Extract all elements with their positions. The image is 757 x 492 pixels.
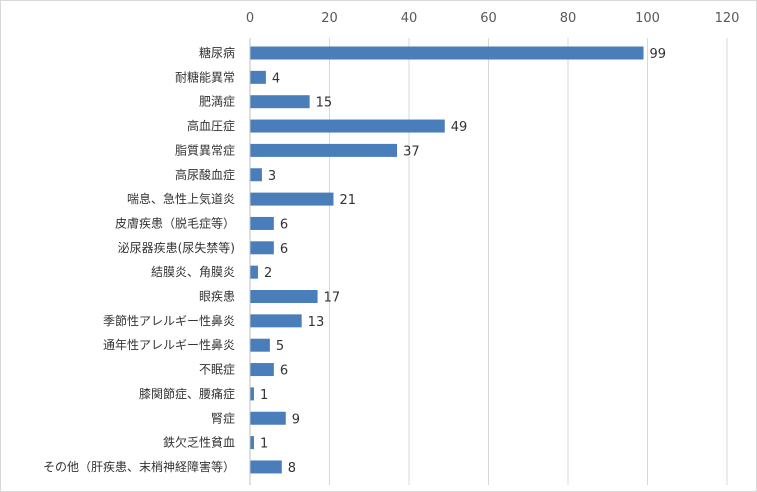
data-label: 49 — [451, 120, 468, 135]
bar — [250, 387, 254, 401]
data-label: 6 — [280, 364, 288, 379]
data-label: 2 — [264, 266, 272, 281]
data-label: 1 — [260, 437, 268, 452]
data-label: 99 — [650, 47, 667, 62]
data-label: 37 — [403, 144, 420, 159]
category-label: 高尿酸血症 — [175, 167, 235, 182]
bar — [250, 363, 274, 377]
data-label: 1 — [260, 388, 268, 403]
x-tick-label: 80 — [560, 11, 577, 26]
bar — [250, 436, 254, 450]
bar — [250, 95, 310, 109]
data-label: 5 — [276, 339, 284, 354]
category-label: 糖尿病 — [199, 45, 235, 60]
category-label: その他（肝疾患、末梢神経障害等） — [43, 459, 235, 474]
bar — [250, 46, 644, 60]
bar — [250, 70, 266, 84]
category-label: 脂質異常症 — [175, 142, 235, 157]
category-label: 眼疾患 — [199, 289, 235, 304]
data-label: 4 — [272, 71, 280, 86]
bar — [250, 216, 274, 230]
category-label: 膝関節症、腰痛症 — [139, 386, 235, 401]
category-label: 通年性アレルギー性鼻炎 — [103, 337, 235, 352]
x-tick-label: 0 — [246, 11, 254, 26]
category-label: 喘息、急性上気道炎 — [127, 191, 235, 206]
category-label: 不眠症 — [199, 362, 235, 377]
category-label: 結膜炎、角膜炎 — [151, 265, 235, 279]
x-tick-label: 40 — [401, 11, 418, 26]
bar — [250, 314, 302, 328]
category-label: 高血圧症 — [187, 118, 235, 133]
bar — [250, 290, 318, 303]
bar — [250, 411, 286, 425]
data-label: 6 — [280, 242, 288, 257]
data-label: 13 — [308, 315, 325, 330]
category-label: 鉄欠乏性貧血 — [163, 435, 235, 450]
data-label: 17 — [324, 291, 341, 306]
bar — [250, 192, 334, 206]
x-tick-label: 120 — [715, 11, 740, 26]
data-label: 9 — [292, 412, 300, 427]
x-tick-label: 20 — [321, 11, 338, 26]
bar — [250, 338, 270, 352]
bar — [250, 168, 262, 182]
bar — [250, 265, 258, 279]
bar — [250, 143, 398, 157]
x-tick-label: 60 — [480, 11, 497, 26]
data-label: 3 — [268, 169, 276, 184]
bar — [250, 460, 282, 474]
category-label: 季節性アレルギー性鼻炎 — [103, 313, 235, 328]
data-label: 8 — [288, 461, 296, 476]
bar — [250, 119, 445, 133]
data-label: 6 — [280, 217, 288, 232]
x-tick-label: 100 — [635, 11, 660, 26]
data-label: 15 — [316, 96, 333, 111]
category-label: 腎症 — [211, 410, 235, 425]
category-label: 皮膚疾患（脱毛症等） — [115, 215, 235, 230]
category-label: 耐糖能異常 — [175, 69, 235, 84]
category-label: 肥満症 — [199, 94, 235, 109]
category-label: 泌尿器疾患(尿失禁等) — [118, 240, 235, 255]
data-label: 21 — [339, 193, 356, 208]
bar — [250, 241, 274, 255]
